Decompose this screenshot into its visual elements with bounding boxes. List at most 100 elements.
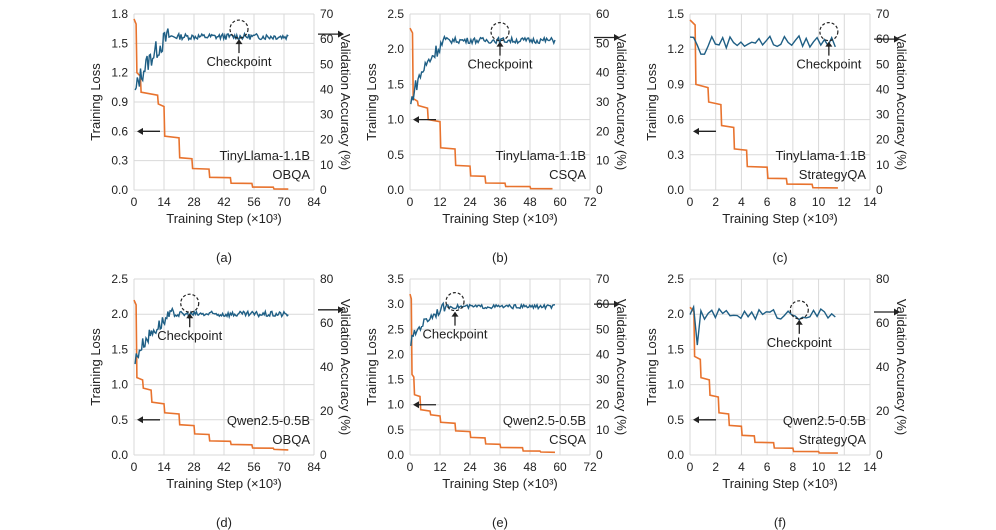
y-tick-label-left: 1.2 <box>667 42 684 56</box>
right-axis-arrowhead <box>894 35 900 43</box>
y-tick-label-right: 30 <box>320 108 334 122</box>
loss-series-line <box>689 19 838 189</box>
x-tick-label: 2 <box>712 195 719 209</box>
x-tick-label: 10 <box>812 195 826 209</box>
x-tick-label: 60 <box>553 460 567 474</box>
x-tick-label: 12 <box>838 195 852 209</box>
y-tick-label-left: 2.5 <box>387 322 404 336</box>
x-tick-label: 48 <box>523 195 537 209</box>
x-tick-label: 8 <box>790 460 797 474</box>
y-tick-label-left: 0.9 <box>667 77 684 91</box>
y-tick-label-right: 40 <box>596 347 610 361</box>
y-tick-label-left: 2.0 <box>387 347 404 361</box>
checkpoint-label: Checkpoint <box>796 57 861 72</box>
y-tick-label-right: 50 <box>876 57 890 71</box>
checkpoint-circle <box>180 293 200 313</box>
chart-panel-6: 0.0 0.5 1.0 1.5 2.0 2.5 0 20 40 60 80 0 2 4 6 8 10 12 14 Tr… <box>644 272 909 530</box>
x-tick-label: 6 <box>764 460 771 474</box>
x-tick-label: 70 <box>277 195 291 209</box>
x-tick-label: 4 <box>738 195 745 209</box>
x-tick-label: 0 <box>407 195 414 209</box>
loss-series-line <box>409 293 556 454</box>
checkpoint-label: Checkpoint <box>157 328 222 343</box>
x-tick-label: 56 <box>247 195 261 209</box>
y-tick-label-right: 30 <box>596 95 610 109</box>
x-tick-label: 12 <box>433 460 447 474</box>
y-tick-label-right: 40 <box>596 66 610 80</box>
y-tick-label-right: 0 <box>876 448 883 462</box>
x-axis-label: Training Step (×10³) <box>166 476 282 491</box>
y-tick-label-right: 0 <box>320 448 327 462</box>
x-axis-label: Training Step (×10³) <box>442 476 558 491</box>
checkpoint-circle <box>789 300 809 320</box>
y-tick-label-left: 1.2 <box>111 66 128 80</box>
dataset-label: CSQA <box>549 167 586 182</box>
panel-caption: (b) <box>492 250 508 265</box>
y-tick-label-right: 50 <box>320 57 334 71</box>
x-tick-label: 42 <box>217 460 231 474</box>
y-tick-label-left: 2.0 <box>387 42 404 56</box>
right-axis-arrowhead <box>338 306 344 314</box>
x-tick-label: 4 <box>738 460 745 474</box>
left-axis-arrowhead <box>413 116 419 124</box>
x-tick-label: 24 <box>463 460 477 474</box>
x-tick-label: 6 <box>764 195 771 209</box>
model-label: Qwen2.5-0.5B <box>227 413 310 428</box>
left-axis-arrowhead <box>693 127 699 135</box>
panel-caption: (d) <box>216 515 232 530</box>
x-tick-label: 12 <box>433 195 447 209</box>
y-tick-label-left: 0.0 <box>111 183 128 197</box>
y-tick-label-left: 3.0 <box>387 297 404 311</box>
y-tick-label-right: 50 <box>596 36 610 50</box>
accuracy-series-line <box>410 301 555 346</box>
model-label: TinyLlama-1.1B <box>495 148 586 163</box>
x-tick-label: 42 <box>217 195 231 209</box>
checkpoint-arrowhead <box>235 39 243 45</box>
dataset-label: StrategyQA <box>799 432 867 447</box>
y-tick-label-right: 70 <box>596 272 610 286</box>
x-tick-label: 24 <box>463 195 477 209</box>
y-tick-label-left: 1.5 <box>111 36 128 50</box>
y-tick-label-left: 0.5 <box>387 423 404 437</box>
x-tick-label: 84 <box>307 460 321 474</box>
y-axis-label-left: Training Loss <box>644 63 659 141</box>
x-tick-label: 60 <box>553 195 567 209</box>
y-axis-label-right: Validation Accuracy (%) <box>894 34 909 170</box>
x-tick-label: 0 <box>687 460 694 474</box>
y-tick-label-right: 0 <box>596 183 603 197</box>
loss-series-line <box>689 306 838 454</box>
x-tick-label: 12 <box>838 460 852 474</box>
x-tick-label: 14 <box>157 195 171 209</box>
left-axis-arrowhead <box>413 401 419 409</box>
x-tick-label: 72 <box>583 195 597 209</box>
checkpoint-arrowhead <box>496 41 504 47</box>
y-axis-label-left: Training Loss <box>364 63 379 141</box>
x-tick-label: 36 <box>493 460 507 474</box>
y-tick-label-right: 60 <box>320 316 334 330</box>
x-tick-label: 28 <box>187 460 201 474</box>
y-tick-label-left: 0.5 <box>387 148 404 162</box>
dataset-label: StrategyQA <box>799 167 867 182</box>
loss-series-line <box>409 27 553 190</box>
y-tick-label-left: 1.0 <box>387 113 404 127</box>
y-tick-label-right: 30 <box>876 108 890 122</box>
accuracy-series-line <box>689 34 836 55</box>
loss-series-line <box>133 18 289 190</box>
y-tick-label-right: 60 <box>596 7 610 21</box>
y-tick-label-right: 0 <box>596 448 603 462</box>
dataset-label: CSQA <box>549 432 586 447</box>
chart-panel-2: 0.0 0.5 1.0 1.5 2.0 2.5 0 10 20 30 40 50 60 0 12 24 36 48… <box>364 7 629 265</box>
y-tick-label-right: 10 <box>320 158 334 172</box>
y-tick-label-right: 40 <box>320 82 334 96</box>
x-axis-label: Training Step (×10³) <box>722 211 838 226</box>
checkpoint-arrowhead <box>451 311 459 317</box>
x-tick-label: 56 <box>247 460 261 474</box>
accuracy-series-line <box>410 34 556 105</box>
panel-caption: (f) <box>774 515 786 530</box>
checkpoint-circle <box>819 22 839 42</box>
y-tick-label-right: 40 <box>320 360 334 374</box>
y-tick-label-right: 40 <box>876 360 890 374</box>
y-tick-label-right: 30 <box>596 373 610 387</box>
checkpoint-arrowhead <box>825 41 833 47</box>
